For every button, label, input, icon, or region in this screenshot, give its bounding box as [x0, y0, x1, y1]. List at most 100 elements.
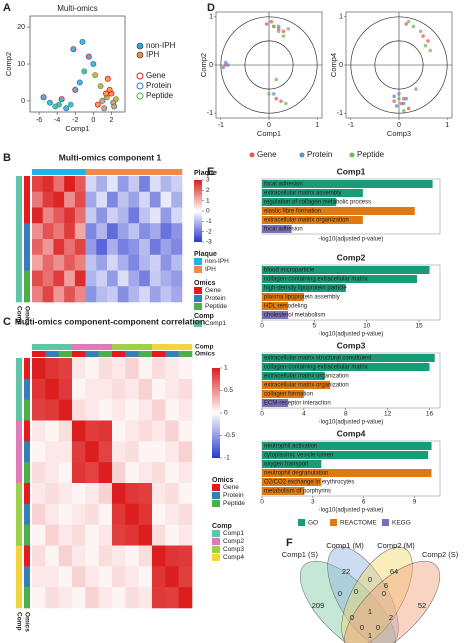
heatmap-cell: [45, 587, 59, 609]
heatmap-cell: [32, 286, 44, 303]
point: [106, 86, 113, 93]
point: [40, 94, 47, 101]
legend-swatch: [194, 295, 202, 302]
row-annotation: [24, 239, 30, 256]
x-tick-label: 2: [109, 117, 113, 124]
colorbar-tick-label: 3: [206, 177, 210, 184]
heatmap-cell: [165, 420, 179, 442]
heatmap-cell: [98, 378, 113, 400]
heatmap-cell: [112, 378, 126, 400]
heatmap-cell: [125, 545, 139, 567]
heatmap-cell: [32, 270, 44, 287]
bar-label: focal adhesion: [264, 227, 303, 233]
col-annotation: [32, 169, 44, 175]
point: [81, 68, 88, 75]
heatmap-cell: [96, 254, 108, 271]
colorbar-tick-label: -0.5: [224, 432, 236, 439]
point: [55, 101, 62, 108]
point: [269, 19, 274, 24]
legend-swatch: [212, 500, 220, 507]
legend-title: Comp: [212, 523, 232, 530]
heatmap-cell: [72, 399, 86, 421]
heatmap-cell: [72, 483, 86, 505]
bar-label: regulation of collagen metabolic process: [264, 200, 371, 206]
point: [226, 63, 230, 67]
heatmap-cell: [32, 378, 46, 400]
col-annotation: [165, 344, 179, 350]
col-annotation: [117, 169, 129, 175]
heatmap-cell: [139, 270, 151, 287]
subplot-title: Comp1: [337, 166, 366, 176]
point: [67, 101, 74, 108]
legend-swatch: [212, 484, 220, 491]
heatmap-cell: [98, 524, 113, 546]
row-annotation: [16, 270, 22, 287]
x-tick-label: -4: [54, 117, 60, 124]
point: [76, 79, 83, 86]
heatmap-cell: [125, 524, 139, 546]
y-tick-label: 0: [209, 62, 213, 69]
x-tick-label: 0: [91, 117, 95, 124]
heatmap-cell: [178, 545, 193, 567]
bar: [262, 478, 322, 486]
col-annotation: [74, 169, 86, 175]
heatmap-cell: [85, 223, 97, 240]
heatmap-cell: [117, 207, 129, 224]
row-annotation: [16, 223, 22, 240]
heatmap-cell: [178, 399, 193, 421]
x-axis-label: Comp1: [65, 124, 89, 133]
heatmap-cell: [32, 399, 46, 421]
col-annotation: [178, 344, 193, 350]
heatmap-cell: [152, 566, 166, 588]
heatmap-cell: [138, 462, 153, 484]
heatmap-cell: [149, 254, 161, 271]
panel-label: A: [3, 2, 11, 14]
plot-frame: [261, 264, 441, 321]
heatmap-cell: [74, 270, 86, 287]
heatmap-cell: [152, 587, 166, 609]
bar: [262, 275, 417, 283]
colorbar-tick-label: -2: [206, 228, 212, 235]
x-tick-label: -6: [36, 117, 42, 124]
heatmap-cell: [152, 358, 166, 380]
venn-count: 0: [338, 589, 342, 598]
point: [79, 38, 86, 45]
y-tick-label: 10: [17, 61, 25, 68]
bar-label: extracellular matrix structural constitu…: [264, 356, 372, 362]
heatmap-cell: [32, 358, 46, 380]
colorbar-tick-label: 1: [224, 365, 228, 372]
bar: [262, 354, 435, 362]
heatmap-cell: [85, 239, 97, 256]
x-axis-label: Comp3: [387, 129, 411, 138]
plot-frame: [261, 178, 441, 235]
bar: [262, 266, 430, 274]
heatmap-cell: [45, 545, 59, 567]
heatmap-cell: [178, 524, 193, 546]
legend-label: Gene: [223, 484, 239, 491]
panel-label: E: [207, 166, 214, 178]
venn-count: 0: [350, 613, 354, 622]
heatmap-cell: [165, 587, 179, 609]
heatmap-cell: [165, 483, 179, 505]
heatmap-cell: [152, 441, 166, 463]
point: [99, 97, 106, 104]
heatmap-cell: [96, 270, 108, 287]
heatmap-cell: [42, 176, 54, 193]
bar: [262, 311, 289, 319]
heatmap-cell: [160, 239, 172, 256]
heatmap-cell: [64, 191, 76, 208]
y-tick-label: 0: [339, 62, 343, 69]
y-tick-label: 20: [17, 24, 25, 31]
heatmap-cell: [165, 399, 179, 421]
point: [397, 96, 401, 101]
heatmap-cell: [125, 483, 139, 505]
row-annotation: [16, 441, 22, 463]
heatmap-cell: [45, 566, 59, 588]
heatmap-cell: [32, 503, 46, 525]
x-axis-label: -log10(adjusted p-value): [319, 332, 384, 338]
heatmap-cell: [117, 239, 129, 256]
chart-title: Multi-omics component 1: [59, 152, 162, 162]
heatmap-cell: [72, 524, 86, 546]
heatmap-cell: [72, 441, 86, 463]
bar: [262, 399, 289, 407]
